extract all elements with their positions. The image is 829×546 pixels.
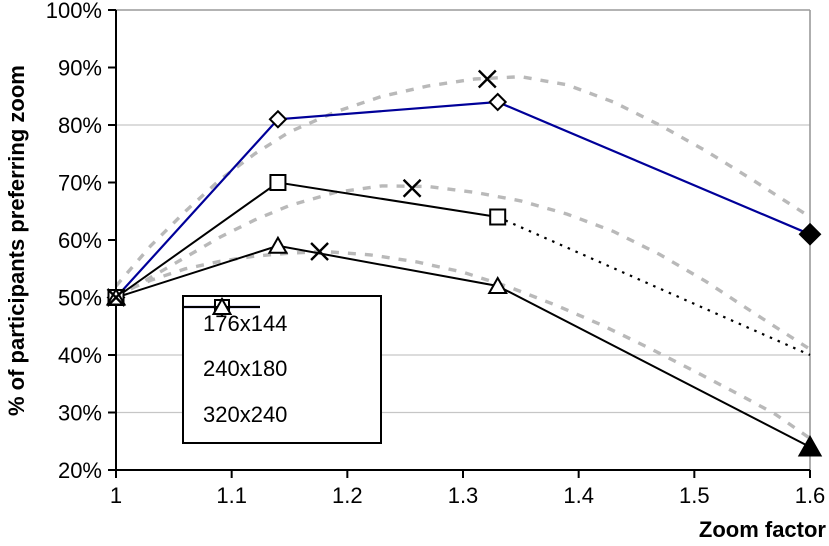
legend-item-320x240: 320x240 xyxy=(184,297,380,428)
y-tick-label-20%: 20% xyxy=(58,458,102,483)
series-line-176x144 xyxy=(115,100,811,299)
y-axis-title: % of participants preferring zoom xyxy=(4,65,29,417)
legend-label: 240x180 xyxy=(203,356,288,382)
fitted-curve-320x240 xyxy=(115,249,811,440)
marker-triangle-320x240-1.6 xyxy=(797,434,823,457)
y-tick-label-40%: 40% xyxy=(58,343,102,368)
marker-x-1 xyxy=(106,288,126,307)
x-tick-label-1.1: 1.1 xyxy=(216,483,247,508)
y-tick-label-50%: 50% xyxy=(58,286,102,311)
marker-triangle-320x240-1.14 xyxy=(267,235,289,254)
legend-label: 320x240 xyxy=(203,402,288,428)
x-tick-label-1.3: 1.3 xyxy=(448,483,479,508)
fitted-curve-240x180 xyxy=(115,184,811,351)
marker-x-1.256 xyxy=(402,178,422,198)
marker-square-240x180-1.33 xyxy=(489,208,507,226)
marker-square-240x180-1.14 xyxy=(269,174,287,191)
legend-item-240x180: 240x180 xyxy=(184,299,380,382)
y-tick-label-70%: 70% xyxy=(58,171,102,196)
x-tick-label-1.4: 1.4 xyxy=(563,483,594,508)
y-tick-label-80%: 80% xyxy=(58,113,102,138)
legend-marker-triangle-icon xyxy=(184,297,260,315)
marker-diamond-176x144-1.33 xyxy=(488,92,508,112)
legend: 176x144 240x180 320x240 xyxy=(182,295,382,444)
marker-diamond-176x144-1.14 xyxy=(268,109,288,129)
marker-triangle-320x240-1.33 xyxy=(487,275,508,294)
fitted-curve-176x144 xyxy=(114,74,811,288)
y-tick-label-100%: 100% xyxy=(46,0,102,23)
x-tick-label-1.2: 1.2 xyxy=(332,483,363,508)
y-tick-label-90%: 90% xyxy=(58,56,102,81)
y-tick-label-30%: 30% xyxy=(58,401,102,426)
marker-x-1.321 xyxy=(477,69,497,89)
x-axis-title: Zoom factor xyxy=(698,517,826,542)
marker-diamond-176x144-1.6 xyxy=(798,222,822,246)
x-tick-label-1: 1 xyxy=(110,483,122,508)
x-tick-label-1.6: 1.6 xyxy=(795,483,826,508)
series-line-320x240 xyxy=(115,244,811,448)
x-tick-label-1.5: 1.5 xyxy=(679,483,710,508)
marker-x-1.176 xyxy=(310,242,329,261)
240x180-dotted-extension xyxy=(497,215,811,357)
y-tick-label-60%: 60% xyxy=(58,228,102,253)
